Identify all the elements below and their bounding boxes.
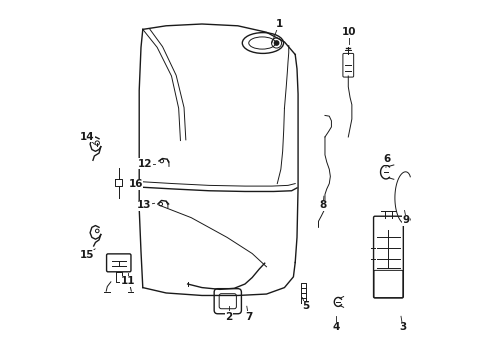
Text: 13: 13 bbox=[137, 200, 151, 210]
Text: 2: 2 bbox=[225, 312, 232, 322]
Text: 9: 9 bbox=[403, 215, 410, 225]
Text: 15: 15 bbox=[80, 250, 95, 260]
Text: 11: 11 bbox=[121, 276, 135, 286]
Text: 7: 7 bbox=[245, 312, 252, 322]
Text: 4: 4 bbox=[333, 322, 340, 332]
Text: 3: 3 bbox=[399, 322, 406, 332]
Circle shape bbox=[274, 41, 279, 45]
Text: 12: 12 bbox=[138, 159, 152, 169]
Text: 6: 6 bbox=[383, 154, 390, 164]
Text: 16: 16 bbox=[128, 179, 143, 189]
Text: 8: 8 bbox=[319, 200, 327, 210]
Text: 1: 1 bbox=[275, 19, 283, 29]
Text: 10: 10 bbox=[342, 27, 356, 37]
Text: 14: 14 bbox=[80, 132, 95, 142]
Text: 5: 5 bbox=[302, 301, 310, 311]
